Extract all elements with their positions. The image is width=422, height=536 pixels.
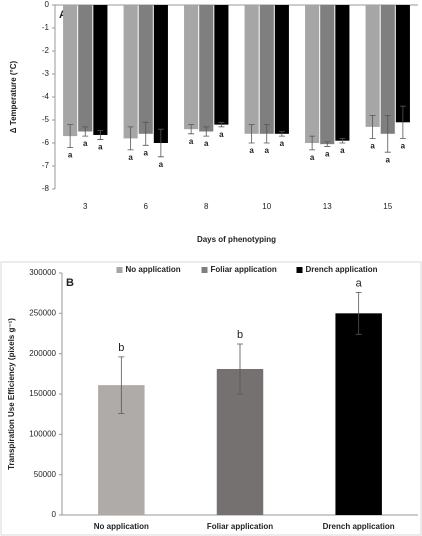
error-bar xyxy=(384,115,391,153)
x-tick-label: No application xyxy=(94,522,149,531)
y-tick-label: -2 xyxy=(42,46,50,55)
y-tick-label: -5 xyxy=(42,115,50,124)
error-bar xyxy=(324,141,331,147)
y-axis-title: Transpiration Use Efficiency (pixels g⁻¹… xyxy=(7,318,16,470)
y-tick-label: -8 xyxy=(42,184,50,193)
significance-letter: a xyxy=(98,143,103,152)
x-tick-label: Drench application xyxy=(323,522,395,531)
error-bar xyxy=(188,124,195,135)
significance-letter: a xyxy=(340,146,345,155)
error-bar xyxy=(355,291,362,335)
significance-letter: a xyxy=(310,153,315,162)
significance-letter: a xyxy=(356,277,363,289)
significance-letter: a xyxy=(265,146,270,155)
bar xyxy=(138,5,153,134)
error-bar xyxy=(67,124,74,148)
error-bar xyxy=(369,115,376,139)
x-tick-label: 15 xyxy=(383,202,392,211)
significance-letter: a xyxy=(249,146,254,155)
y-tick-label: 150000 xyxy=(29,389,56,398)
bar xyxy=(63,5,78,137)
y-tick-label: 50000 xyxy=(34,470,57,479)
significance-letter: a xyxy=(325,150,330,159)
y-tick-label: 0 xyxy=(52,510,57,519)
bar xyxy=(380,5,395,134)
error-bar xyxy=(218,121,225,128)
legend-swatch xyxy=(116,267,123,273)
bar xyxy=(259,5,274,134)
bar xyxy=(93,5,108,135)
error-bar xyxy=(157,128,164,158)
significance-letter: b xyxy=(118,342,124,354)
y-tick-label: 100000 xyxy=(29,429,56,438)
bar xyxy=(395,5,410,123)
y-tick-label: -7 xyxy=(42,161,50,170)
significance-letter: a xyxy=(370,142,375,151)
error-bar xyxy=(142,121,149,146)
x-tick-label: 3 xyxy=(83,202,88,211)
error-bar xyxy=(82,126,89,137)
x-tick-label: 13 xyxy=(323,202,332,211)
error-bar xyxy=(127,126,134,151)
error-bar xyxy=(237,343,243,395)
x-tick-label: 6 xyxy=(144,202,149,211)
panel-frame xyxy=(0,261,422,536)
error-bar xyxy=(97,129,104,140)
error-bar xyxy=(309,135,316,151)
panel-label: A xyxy=(59,9,67,21)
bar xyxy=(123,5,138,139)
legend-swatch xyxy=(201,267,208,273)
y-axis-title: Δ Temperature (°C) xyxy=(9,60,18,133)
error-bar xyxy=(278,131,285,137)
significance-letter: a xyxy=(189,137,194,146)
bar xyxy=(184,5,199,130)
significance-letter: b xyxy=(237,329,243,341)
significance-letter: a xyxy=(219,130,224,139)
error-bar xyxy=(248,124,255,144)
y-tick-label: -3 xyxy=(42,69,50,78)
significance-letter: a xyxy=(128,153,133,162)
bar xyxy=(274,5,289,134)
significance-letter: a xyxy=(401,142,406,151)
legend-label: Foliar application xyxy=(211,265,277,274)
y-tick-label: 0 xyxy=(45,0,50,9)
panel-label: B xyxy=(66,277,74,289)
significance-letter: a xyxy=(280,139,285,148)
significance-letter: a xyxy=(144,148,149,157)
x-axis-title: Days of phenotyping xyxy=(197,235,276,244)
legend-swatch xyxy=(296,267,303,273)
y-tick-label: -4 xyxy=(42,92,50,101)
y-tick-label: -1 xyxy=(42,23,50,32)
y-tick-label: 200000 xyxy=(29,349,56,358)
legend-label: No application xyxy=(126,265,181,274)
x-tick-label: 8 xyxy=(204,202,209,211)
bar xyxy=(365,5,380,127)
y-tick-label: -6 xyxy=(42,138,50,147)
significance-letter: a xyxy=(386,155,391,164)
error-bar xyxy=(263,124,270,144)
error-bar xyxy=(203,126,210,137)
bar xyxy=(214,5,229,125)
significance-letter: a xyxy=(204,139,209,148)
significance-letter: a xyxy=(68,151,73,160)
error-bar xyxy=(118,356,125,414)
x-tick-label: 10 xyxy=(262,202,271,211)
significance-letter: a xyxy=(83,139,88,148)
significance-letter: a xyxy=(159,160,164,169)
error-bar xyxy=(339,138,346,144)
bar xyxy=(305,5,320,143)
bar xyxy=(320,5,335,145)
bar xyxy=(335,313,382,515)
bar xyxy=(199,5,214,132)
bar xyxy=(335,5,350,141)
bar xyxy=(244,5,259,134)
bar xyxy=(78,5,93,132)
bar xyxy=(153,5,168,143)
x-tick-label: Foliar application xyxy=(207,522,273,531)
error-bar xyxy=(399,105,406,139)
legend-label: Drench application xyxy=(306,265,378,274)
y-tick-label: 300000 xyxy=(29,268,56,277)
y-tick-label: 250000 xyxy=(29,308,56,317)
